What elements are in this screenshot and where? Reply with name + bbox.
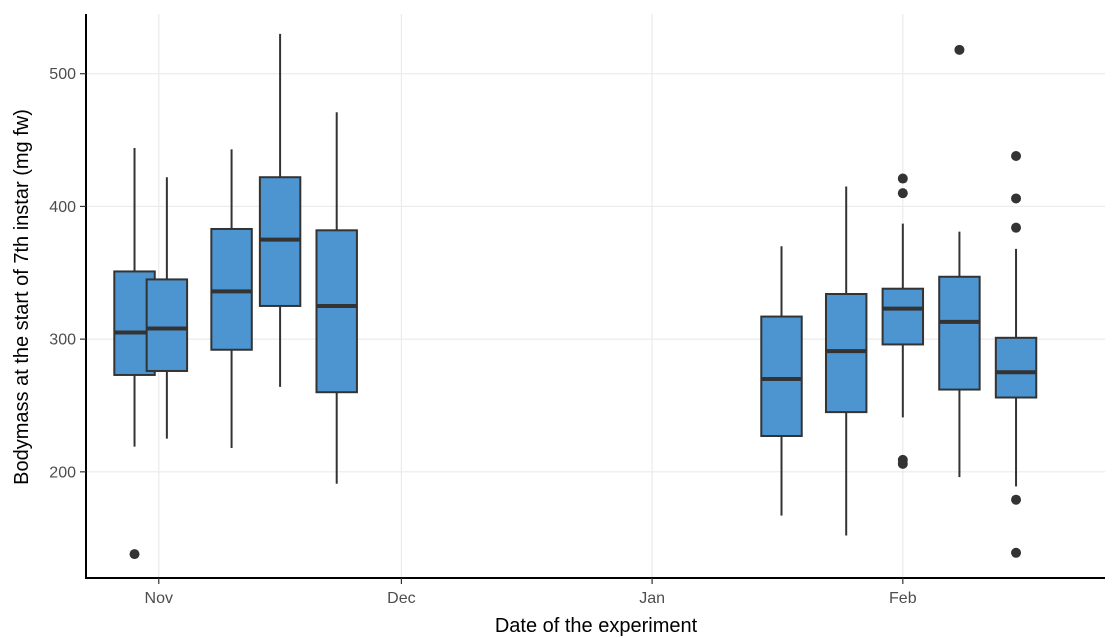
outlier-point [897,188,908,199]
y-tick-label: 400 [49,199,76,216]
box-group [315,112,358,484]
box-group [824,186,868,536]
x-axis-title: Date of the experiment [495,615,698,637]
box-series [113,33,1038,560]
box-group [760,246,803,516]
box-group [994,150,1038,558]
box [938,275,981,391]
box [994,336,1038,399]
x-tick-label: Jan [639,590,665,607]
box-group [258,33,302,387]
box [145,278,189,372]
box [881,287,925,346]
outlier-point [897,173,908,184]
y-tick-label: 300 [49,332,76,349]
y-tick-label: 500 [49,66,76,83]
box [760,315,803,438]
y-tick-label: 200 [49,464,76,481]
x-tick-label: Feb [889,590,917,607]
box [315,229,358,394]
outlier-point [954,44,965,55]
box-group [210,149,253,448]
outlier-point [129,549,140,560]
outlier-point [1011,193,1022,204]
box-group [881,173,925,469]
x-tick-label: Dec [387,590,415,607]
axes [85,14,1105,579]
outlier-point [897,454,908,465]
outlier-point [1011,494,1022,505]
x-tick-label: Nov [145,590,173,607]
outlier-point [1011,150,1022,161]
outlier-point [1011,547,1022,558]
y-axis-title: Bodymass at the start of 7th instar (mg … [11,109,33,485]
outlier-point [1011,222,1022,233]
box-group [145,177,189,439]
tick-labels: 200 300 400 500 Nov Dec Jan Feb [49,66,916,607]
box-group [938,44,981,478]
